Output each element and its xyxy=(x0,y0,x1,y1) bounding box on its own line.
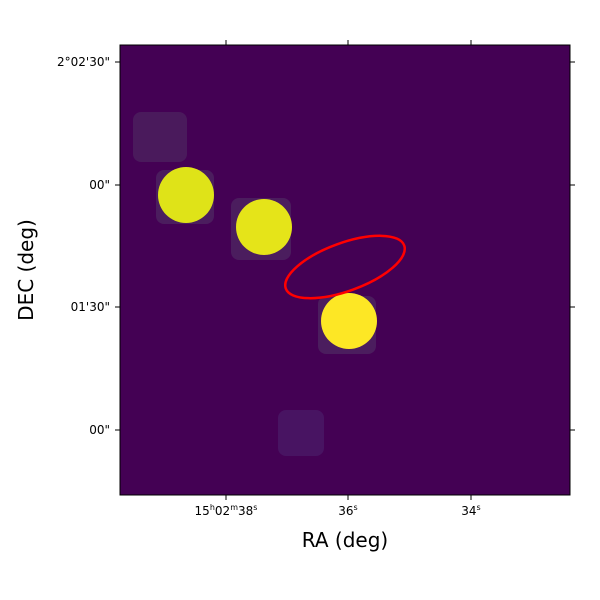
x-tick-label-1: 15h02m38s xyxy=(195,503,258,518)
image-background xyxy=(120,45,570,495)
region-ellipse xyxy=(283,234,407,300)
y-axis-label: DEC (deg) xyxy=(14,219,38,321)
x-ticks-bottom xyxy=(225,495,472,500)
y-ticks-left xyxy=(115,61,120,431)
x-tick-label-3: 34s xyxy=(461,503,480,518)
source-1 xyxy=(158,167,214,223)
x-axis-label: RA (deg) xyxy=(302,528,388,552)
x-ticks-top xyxy=(225,40,472,45)
faint-patch-top-left xyxy=(133,112,187,162)
y-tick-label-4: 00" xyxy=(89,423,110,437)
x-tick-label-2: 36s xyxy=(338,503,357,518)
y-tick-label-3: 01'30" xyxy=(71,300,110,314)
axes-frame xyxy=(119,44,571,496)
source-3 xyxy=(321,293,377,349)
source-2 xyxy=(236,199,292,255)
faint-patch-bottom xyxy=(278,410,324,456)
y-tick-label-2: 00" xyxy=(89,178,110,192)
y-tick-label-1: 2°02'30" xyxy=(57,55,110,69)
y-ticks-right xyxy=(570,61,575,431)
